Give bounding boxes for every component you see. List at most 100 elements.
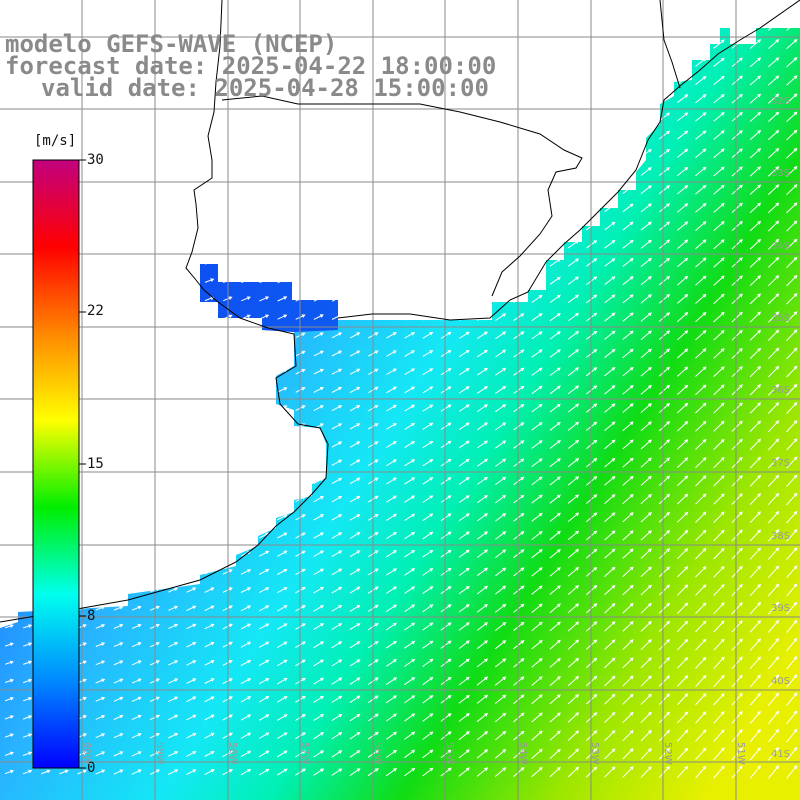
wind-arrow bbox=[331, 405, 343, 412]
wind-arrow bbox=[640, 39, 652, 49]
wind-arrow bbox=[567, 421, 580, 431]
wind-arrow bbox=[604, 258, 616, 267]
wind-arrow bbox=[132, 260, 142, 265]
wind-arrow bbox=[95, 387, 105, 392]
wind-arrow bbox=[622, 94, 634, 103]
wind-arrow bbox=[695, 39, 707, 49]
wind-arrow bbox=[495, 349, 507, 358]
wind-arrow bbox=[513, 222, 525, 230]
wind-arrow bbox=[222, 460, 233, 466]
wind-arrow bbox=[23, 660, 33, 665]
wind-arrow bbox=[277, 496, 288, 503]
wind-arrow bbox=[494, 712, 507, 723]
wind-arrow bbox=[241, 205, 251, 211]
lat-label-34s: 34S bbox=[771, 241, 791, 252]
wind-arrow bbox=[640, 602, 652, 614]
wind-arrow bbox=[277, 441, 288, 448]
wind-arrow bbox=[259, 241, 270, 247]
wind-arrow bbox=[567, 458, 580, 468]
wind-arrow bbox=[713, 293, 725, 305]
wind-arrow bbox=[422, 695, 434, 704]
wind-arrow bbox=[5, 296, 14, 301]
wind-arrow bbox=[640, 439, 652, 450]
wind-arrow bbox=[731, 711, 743, 724]
wind-arrow bbox=[168, 332, 178, 338]
wind-arrow bbox=[658, 711, 671, 724]
wind-arrow bbox=[513, 131, 525, 139]
wind-arrow bbox=[204, 332, 215, 338]
wind-arrow bbox=[494, 640, 507, 650]
wind-arrow bbox=[604, 512, 616, 523]
wind-arrow bbox=[749, 420, 762, 432]
wind-arrow bbox=[132, 405, 142, 411]
wind-arrow bbox=[713, 384, 725, 396]
wind-arrow bbox=[114, 242, 123, 247]
wind-arrow bbox=[404, 350, 416, 357]
wind-arrow bbox=[495, 240, 507, 248]
wind-arrow bbox=[604, 385, 616, 395]
wind-arrow bbox=[276, 732, 288, 740]
wind-arrow bbox=[513, 403, 525, 413]
wind-arrow bbox=[622, 28, 634, 30]
wind-arrow bbox=[786, 238, 798, 250]
wind-arrow bbox=[731, 438, 743, 451]
wind-arrow bbox=[713, 547, 725, 560]
wind-arrow bbox=[786, 601, 798, 615]
wind-arrow bbox=[549, 621, 561, 632]
wind-arrow bbox=[622, 457, 634, 468]
wind-arrow bbox=[168, 223, 178, 229]
wind-arrow bbox=[5, 515, 14, 519]
wind-arrow bbox=[23, 406, 32, 410]
wind-arrow bbox=[440, 404, 452, 412]
wind-arrow bbox=[495, 186, 507, 194]
wind-arrow bbox=[223, 241, 233, 247]
wind-arrow bbox=[604, 130, 616, 140]
lon-label-59w: 59W bbox=[154, 742, 165, 765]
wind-arrow bbox=[695, 729, 707, 742]
wind-arrow bbox=[222, 732, 234, 739]
wind-arrow bbox=[349, 277, 361, 284]
wind-arrow bbox=[23, 551, 33, 556]
wind-arrow bbox=[186, 696, 197, 703]
wind-arrow bbox=[114, 351, 124, 356]
wind-arrow bbox=[97, 24, 104, 27]
wind-arrow bbox=[513, 640, 525, 650]
wind-arrow bbox=[386, 586, 397, 594]
wind-arrow bbox=[495, 295, 507, 303]
wind-arrow bbox=[23, 260, 32, 265]
wind-arrow bbox=[132, 460, 142, 465]
wind-arrow bbox=[513, 621, 525, 632]
wind-arrow bbox=[640, 729, 652, 742]
wind-arrow bbox=[277, 187, 288, 193]
wind-arrow bbox=[513, 440, 525, 449]
wind-arrow bbox=[186, 442, 197, 447]
wind-arrow bbox=[731, 329, 743, 341]
wind-arrow bbox=[404, 241, 416, 248]
wind-arrow bbox=[658, 348, 671, 359]
wind-arrow bbox=[386, 259, 397, 266]
wind-arrow bbox=[313, 568, 324, 576]
wind-arrow bbox=[314, 28, 324, 29]
wind-arrow bbox=[168, 751, 179, 757]
wind-arrow bbox=[241, 187, 251, 192]
wind-arrow bbox=[4, 733, 14, 738]
wind-arrow bbox=[386, 568, 397, 576]
estuary-field bbox=[200, 264, 338, 332]
wind-arrow bbox=[531, 712, 543, 723]
wind-arrow bbox=[277, 659, 288, 667]
wind-arrow bbox=[386, 295, 397, 303]
wind-arrow bbox=[767, 111, 780, 122]
wind-arrow bbox=[676, 130, 689, 140]
wind-arrow bbox=[168, 514, 179, 520]
wind-arrow bbox=[131, 678, 142, 684]
wind-arrow bbox=[240, 696, 252, 703]
wind-arrow bbox=[458, 204, 470, 212]
wind-arrow bbox=[786, 474, 798, 487]
wind-arrow bbox=[222, 441, 233, 448]
wind-arrow bbox=[422, 640, 434, 649]
wind-arrow bbox=[476, 440, 489, 449]
wind-arrow bbox=[404, 114, 415, 120]
wind-arrow bbox=[223, 187, 233, 192]
wind-arrow bbox=[458, 368, 470, 376]
wind-arrow bbox=[549, 367, 561, 376]
